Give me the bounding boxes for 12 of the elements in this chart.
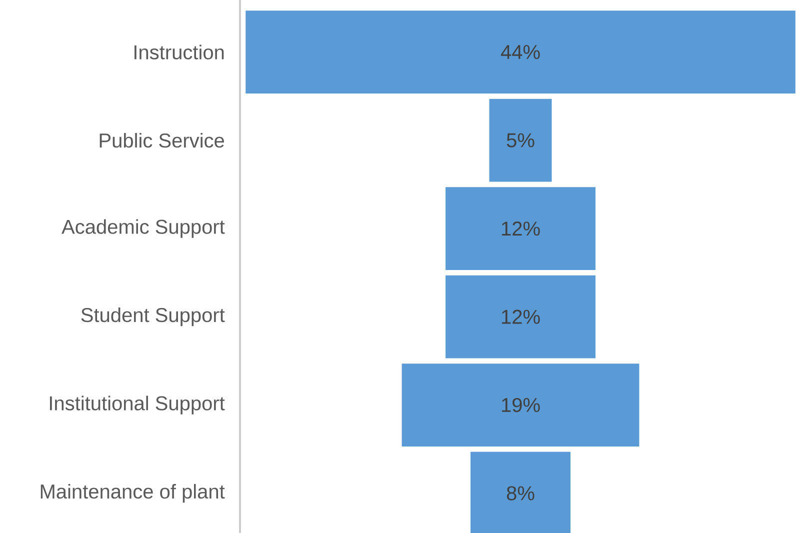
data-label: 5% bbox=[506, 133, 534, 148]
data-label: 12% bbox=[502, 222, 540, 236]
category-label: Instruction bbox=[134, 44, 224, 60]
data-label: 8% bbox=[506, 486, 534, 500]
category-label: Public Service bbox=[100, 132, 224, 148]
data-label: 44% bbox=[500, 45, 540, 60]
category-label: Student Support bbox=[81, 307, 225, 326]
category-label: Academic Support bbox=[62, 219, 225, 238]
category-label: Maintenance of plant bbox=[40, 484, 225, 503]
category-label: Institutional Support bbox=[50, 396, 225, 414]
data-label: 12% bbox=[502, 310, 540, 324]
data-label: 19% bbox=[502, 398, 540, 412]
